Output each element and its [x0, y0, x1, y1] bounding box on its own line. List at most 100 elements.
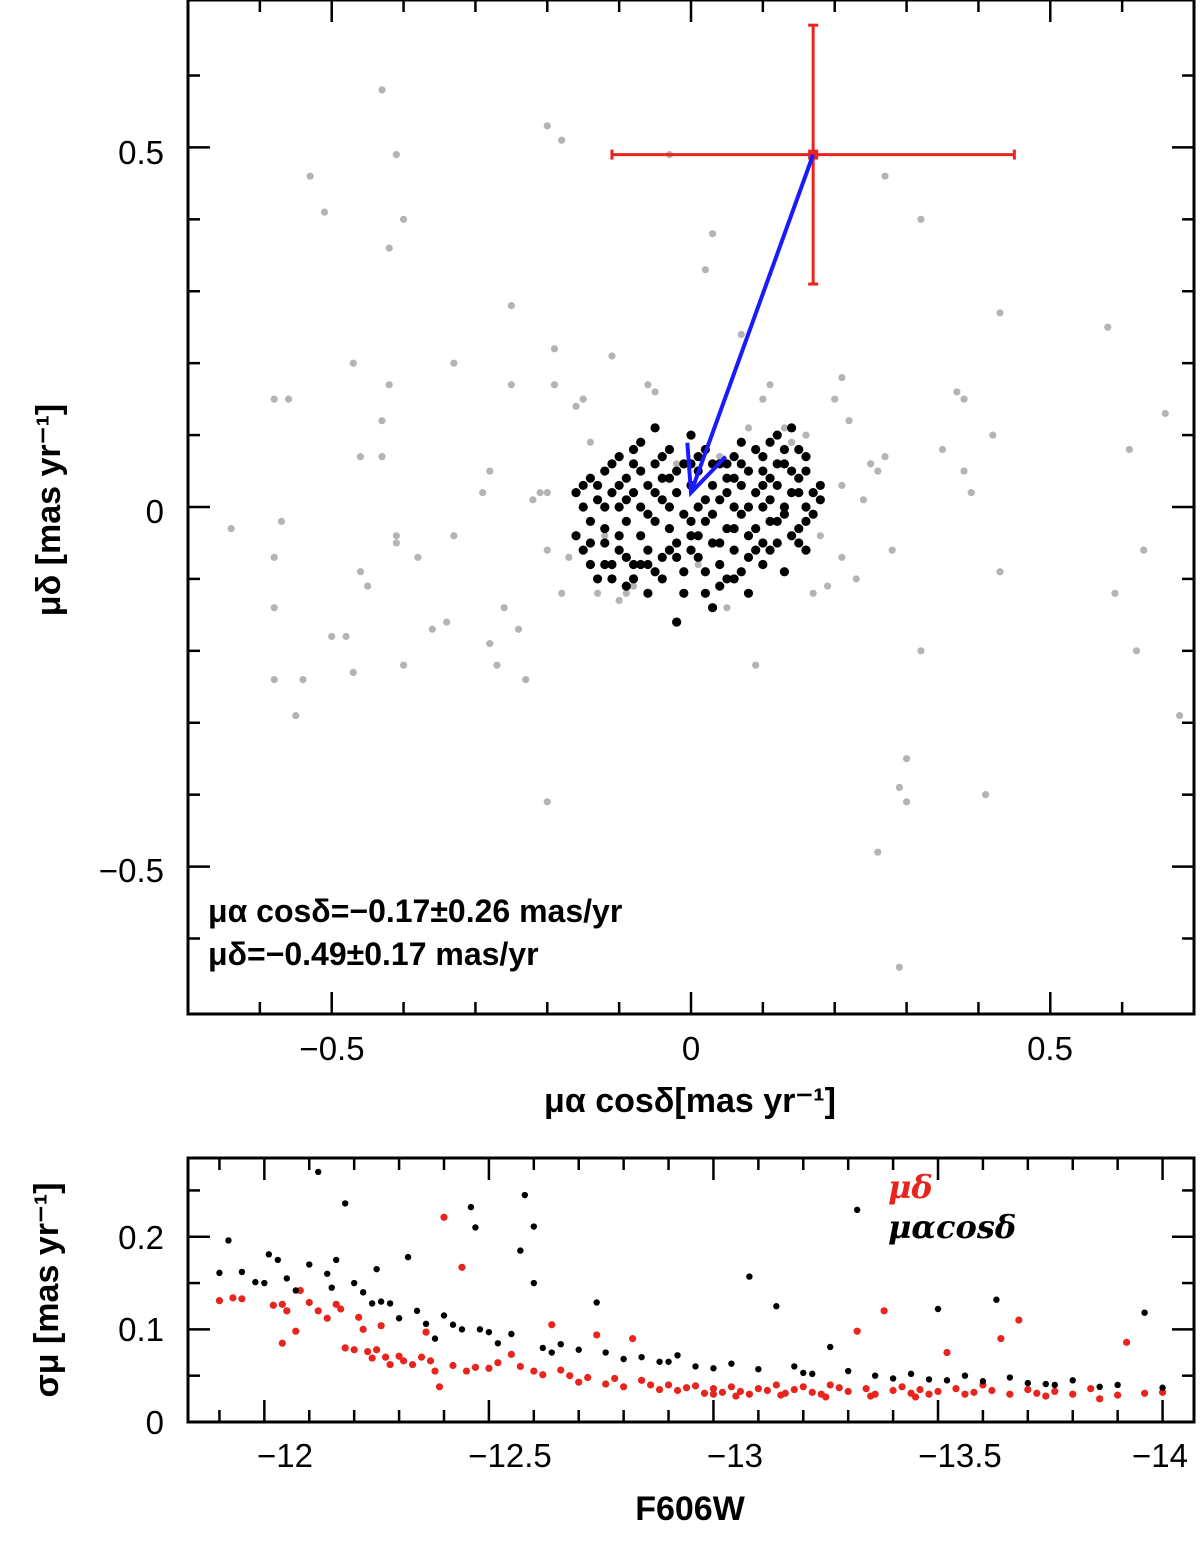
member-star-point — [643, 545, 653, 555]
mu-delta-error-point — [1140, 1389, 1149, 1397]
mu-delta-error-point — [682, 1384, 691, 1392]
field-star-point — [378, 453, 386, 461]
mu-alpha-error-point — [871, 1372, 879, 1379]
member-star-point — [578, 480, 588, 491]
field-star-point — [529, 496, 537, 504]
mu-alpha-error-point — [261, 1279, 268, 1287]
member-star-point — [758, 452, 768, 462]
mu-delta-error-point — [471, 1363, 480, 1371]
mu-alpha-error-point — [1159, 1384, 1166, 1391]
mu-delta-error-point — [337, 1305, 345, 1313]
member-star-point — [650, 459, 660, 469]
field-star-point — [902, 755, 911, 763]
field-star-point — [342, 632, 350, 641]
mu-alpha-error-point — [827, 1343, 834, 1351]
mu-alpha-error-point — [521, 1191, 529, 1199]
mu-delta-error-point — [395, 1352, 403, 1360]
mu-alpha-error-point — [324, 1270, 331, 1277]
top-y-tick-label: 0 — [146, 493, 164, 530]
mu-delta-error-point — [822, 1393, 830, 1401]
field-star-point — [292, 711, 300, 720]
member-star-point — [722, 574, 732, 584]
field-star-point — [1104, 323, 1112, 331]
mu-delta-error-point — [323, 1314, 331, 1322]
mu-delta-error-point — [215, 1297, 224, 1305]
mu-alpha-error-point — [265, 1251, 273, 1258]
member-star-point — [643, 509, 653, 519]
mu-alpha-error-point — [692, 1363, 699, 1370]
member-star-point — [787, 531, 797, 541]
mu-delta-error-point — [341, 1344, 349, 1352]
mu-alpha-error-point — [979, 1378, 987, 1385]
member-star-point — [607, 559, 617, 570]
mu-alpha-error-point — [665, 1358, 672, 1365]
member-star-point — [758, 466, 768, 476]
member-star-point — [650, 567, 660, 577]
member-star-point — [672, 466, 682, 476]
field-star-point — [364, 582, 372, 590]
mu-delta-error-point — [1024, 1385, 1032, 1394]
member-star-point — [794, 523, 804, 534]
field-star-point — [270, 675, 278, 684]
mu-delta-error-point — [970, 1388, 978, 1396]
field-star-point — [514, 625, 523, 633]
mu-delta-error-point — [1033, 1389, 1041, 1397]
mu-alpha-error-point — [328, 1284, 335, 1291]
field-star-point — [558, 589, 566, 597]
field-star-point — [550, 381, 559, 389]
mu-alpha-error-point — [993, 1296, 1000, 1303]
member-star-point — [571, 488, 581, 498]
mu-alpha-error-point — [315, 1168, 322, 1176]
member-star-point — [657, 495, 667, 505]
field-star-point — [859, 496, 868, 504]
field-star-point — [349, 359, 357, 367]
member-star-point — [743, 502, 754, 512]
member-star-point — [643, 588, 653, 598]
member-star-point — [700, 495, 710, 505]
field-star-point — [816, 532, 824, 540]
field-star-point — [593, 589, 602, 597]
bottom-x-tick-label: −12 — [257, 1437, 313, 1474]
member-star-point — [707, 603, 718, 613]
field-star-point — [550, 345, 559, 353]
mu-alpha-error-point — [593, 1299, 600, 1306]
annotation-ra: μα cosδ=−0.17±0.26 mas/yr — [208, 893, 622, 929]
mu-delta-error-point — [754, 1385, 762, 1393]
mu-alpha-error-point — [508, 1330, 515, 1338]
member-star-point — [628, 459, 639, 469]
mu-delta-error-point — [305, 1298, 313, 1307]
member-star-point — [657, 574, 667, 584]
mu-delta-error-point — [1123, 1338, 1131, 1346]
member-star-point — [600, 466, 610, 476]
mu-alpha-error-point — [386, 1300, 394, 1307]
member-star-point — [758, 480, 768, 491]
member-star-point — [607, 488, 617, 498]
mu-delta-error-point — [1069, 1390, 1077, 1398]
mu-alpha-error-point — [359, 1289, 367, 1296]
field-star-point — [629, 582, 638, 590]
field-star-point — [759, 395, 767, 403]
member-star-point — [607, 574, 617, 584]
field-star-point — [378, 86, 386, 94]
member-star-point — [693, 531, 703, 541]
field-star-point — [536, 489, 544, 497]
field-stars-layer — [227, 86, 1184, 971]
mu-delta-error-point — [637, 1376, 646, 1384]
field-star-point — [450, 532, 458, 540]
mu-delta-error-point — [440, 1213, 448, 1221]
mu-alpha-error-point — [292, 1287, 299, 1294]
mu-delta-error-point — [916, 1385, 924, 1394]
member-star-point — [729, 523, 739, 534]
field-star-point — [558, 136, 566, 144]
field-star-point — [579, 395, 587, 403]
member-star-point — [808, 509, 818, 519]
top-x-tick-label: −0.5 — [299, 1030, 364, 1067]
mu-delta-error-point — [584, 1373, 592, 1382]
member-star-point — [621, 516, 631, 526]
mu-delta-error-point — [332, 1300, 340, 1308]
mu-delta-error-point — [629, 1335, 637, 1343]
field-star-point — [809, 589, 817, 597]
mu-alpha-error-point — [341, 1200, 349, 1207]
member-star-point — [779, 444, 790, 455]
mu-delta-error-point — [1087, 1385, 1095, 1393]
